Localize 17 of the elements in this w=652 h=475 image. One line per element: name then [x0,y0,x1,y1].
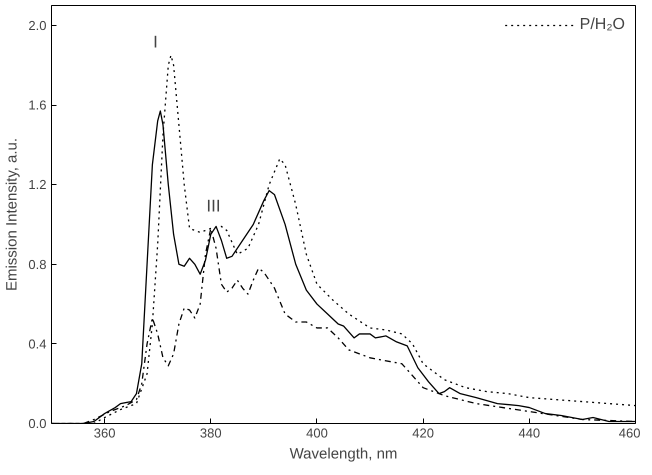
x-tick-label: 400 [306,426,328,440]
legend-label: P/H₂O [580,16,625,34]
x-tick-label: 460 [618,426,641,440]
x-tick-label: 380 [200,426,222,440]
x-tick-label: 360 [94,426,116,440]
x-tick-label: 440 [518,426,540,440]
y-tick-label: 0.8 [28,256,47,272]
y-tick-label: 2.0 [28,18,47,33]
y-tick-label: 1.2 [28,177,47,192]
annotation: III [206,196,221,216]
y-tick-label: 0.0 [28,416,47,431]
y-tick-label: 1.6 [28,98,47,113]
annotation: I [153,32,158,52]
y-axis-title: Emission Intensity, a.u. [3,138,20,292]
y-tick-label: 0.4 [28,336,47,352]
x-tick-label: 420 [412,426,434,440]
x-axis-title: Wavelength, nm [290,446,398,462]
